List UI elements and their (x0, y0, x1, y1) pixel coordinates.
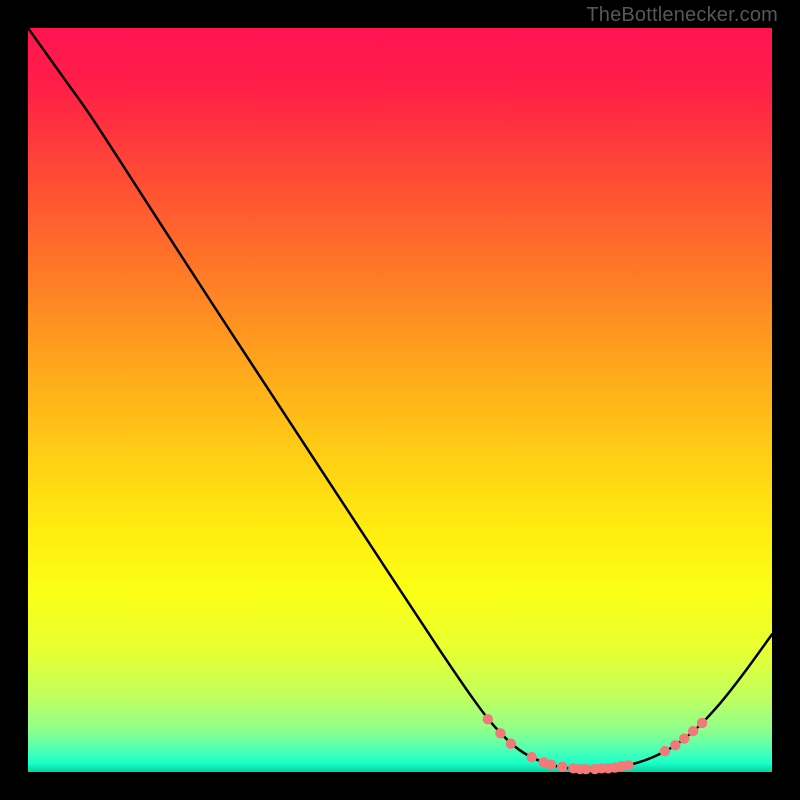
chart-canvas (0, 0, 800, 800)
data-marker (495, 728, 505, 738)
data-marker (557, 762, 567, 772)
data-marker (697, 718, 707, 728)
watermark-text: TheBottlenecker.com (586, 4, 778, 27)
data-marker (526, 752, 536, 762)
data-marker (483, 714, 493, 724)
data-marker (670, 740, 680, 750)
data-marker (546, 759, 556, 769)
data-marker (623, 760, 633, 770)
data-marker (660, 746, 670, 756)
plot-background-gradient (28, 28, 772, 772)
data-marker (679, 733, 689, 743)
data-marker (688, 726, 698, 736)
data-marker (581, 764, 591, 774)
data-marker (506, 739, 516, 749)
